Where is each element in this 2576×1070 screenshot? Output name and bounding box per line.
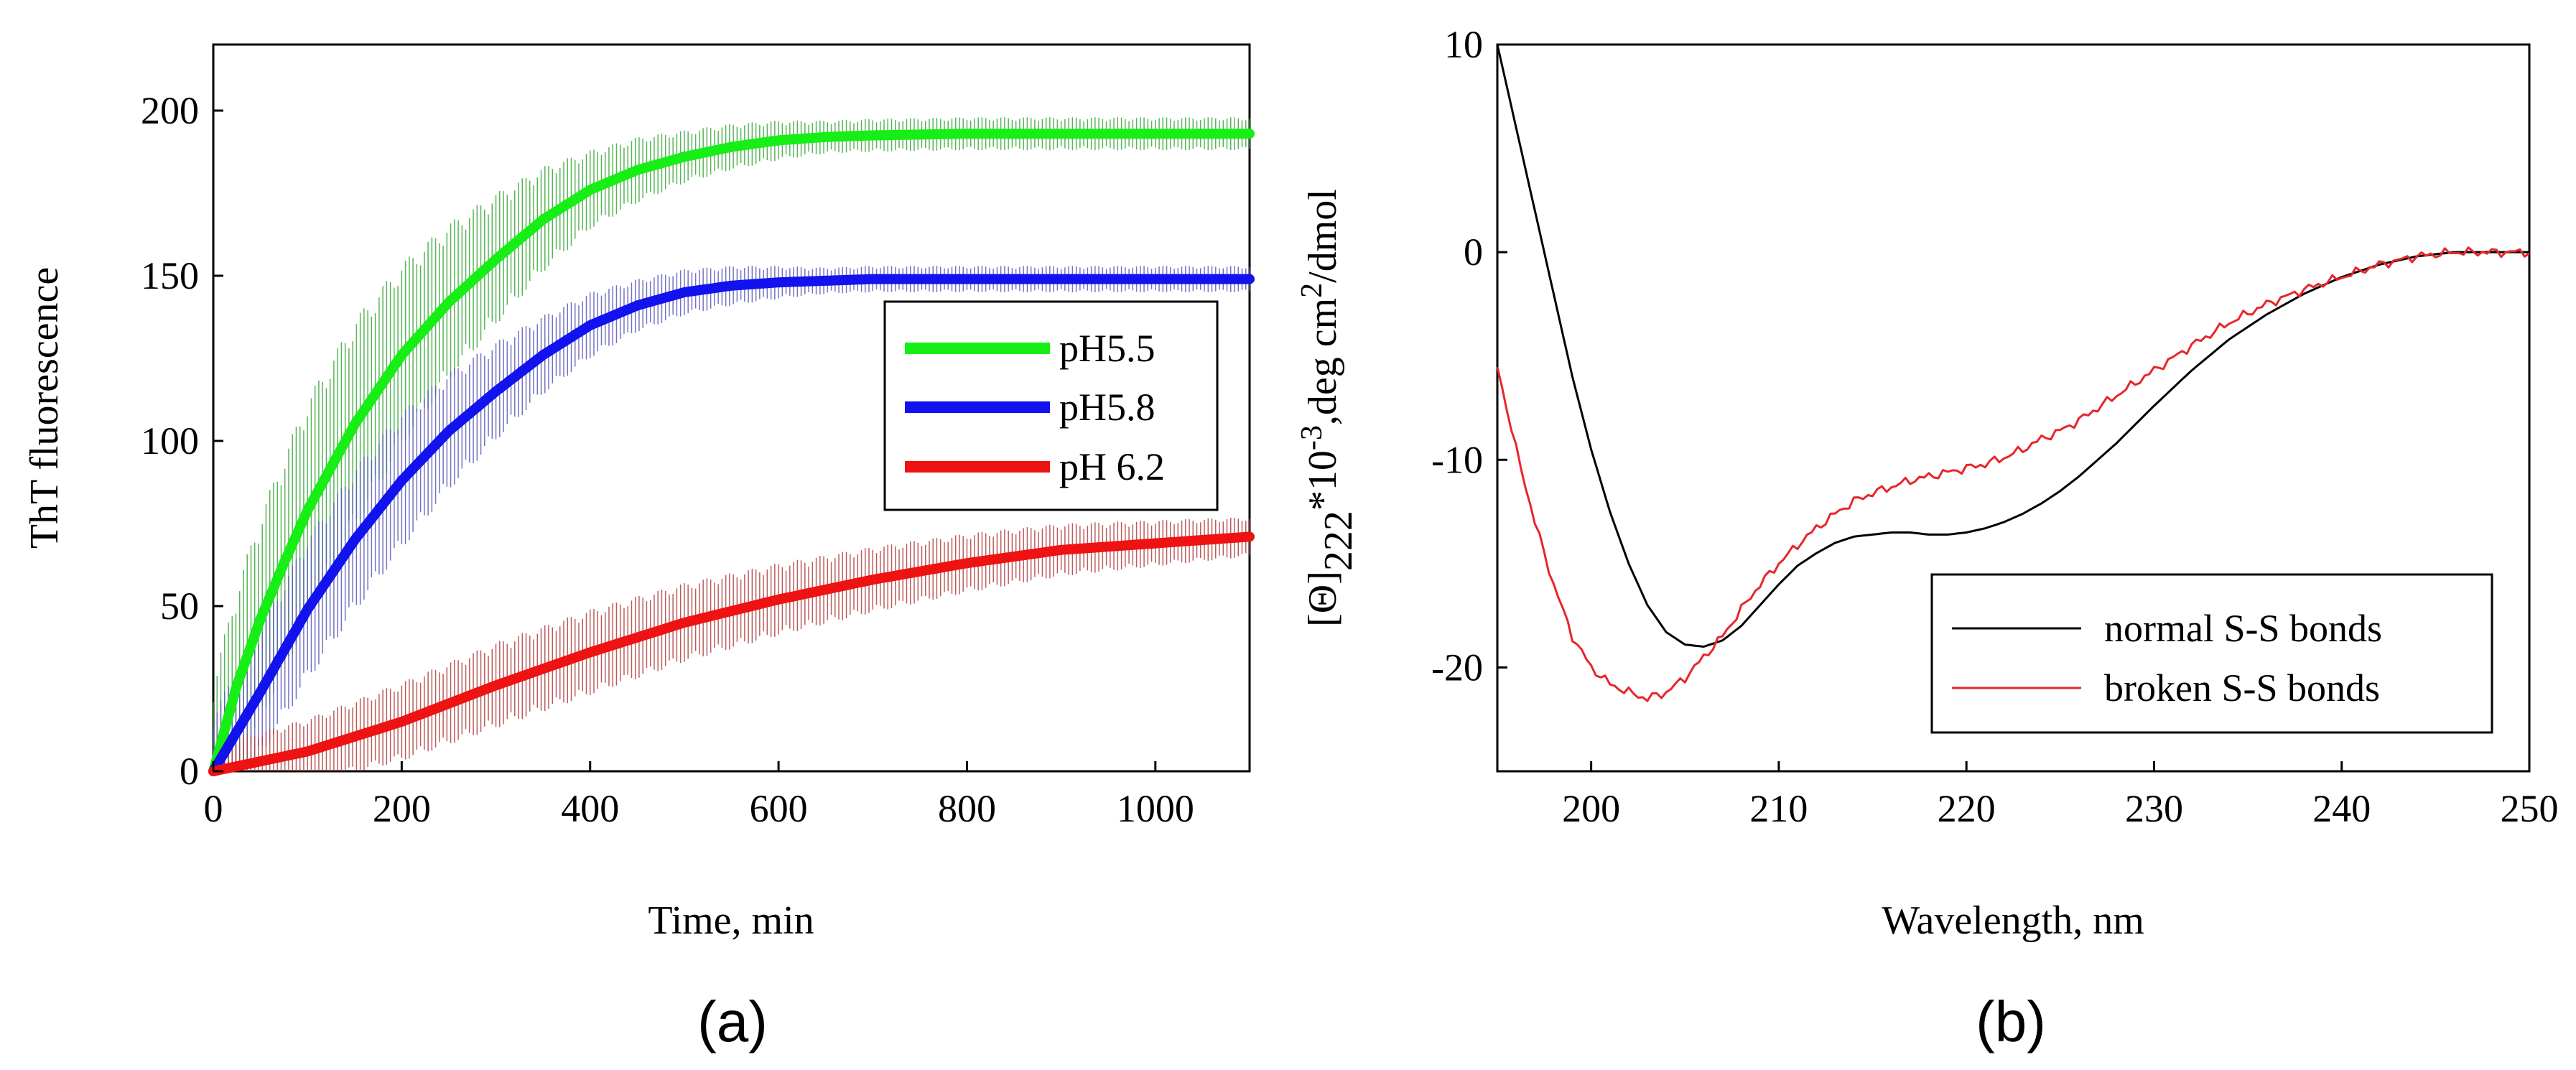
chart-a-xlabel: Time, min	[648, 898, 814, 943]
x-tick-label: 230	[2125, 787, 2183, 830]
ylabel-end: /dmol	[1301, 189, 1345, 283]
series-line-ph58	[208, 274, 1255, 776]
ylabel-theta: [Θ]	[1301, 571, 1345, 627]
ylabel-exp1: -3	[1296, 425, 1329, 450]
legend-label-ph58: pH5.8	[1059, 386, 1156, 429]
legend-label-ph62: pH 6.2	[1059, 445, 1165, 488]
chart-b-legend-box	[1930, 573, 2493, 734]
chart-a-legend: pH5.5 pH5.8 pH 6.2	[883, 300, 1219, 511]
chart-a-frame	[212, 43, 1251, 773]
x-tick-label: 250	[2501, 787, 2559, 830]
chart-b-legend: normal S-S bonds broken S-S bonds	[1930, 573, 2493, 734]
series-line-broken-s-s-bonds	[1496, 246, 2530, 702]
panel-label-b: (b)	[1976, 990, 2046, 1053]
chart-b-frame	[1496, 43, 2531, 773]
series-line-normal-s-s-bonds	[1496, 44, 2529, 648]
chart-b: 200 210 220 230 240 250 -20 -10 0 10 Wavelength,…	[1296, 23, 2559, 1053]
panel-label-a: (a)	[697, 990, 768, 1053]
y-tick-label: 0	[180, 750, 199, 793]
ylabel-mid: *10	[1301, 450, 1345, 511]
y-tick-label: 10	[1444, 23, 1483, 66]
chart-b-ylabel: [Θ]222*10-3,deg cm2/dmol	[1296, 189, 1361, 627]
x-tick-label: 0	[204, 787, 223, 830]
y-tick-label: 50	[160, 585, 199, 628]
legend-label-ph55: pH5.5	[1059, 327, 1156, 370]
x-tick-label: 1000	[1117, 787, 1194, 830]
x-tick-label: 240	[2312, 787, 2371, 830]
chart-a: 0 200 400 600 800 1000 0 50 100 150 200 Time, min…	[22, 43, 1255, 1053]
chart-a-ylabel: ThT fluorescence	[22, 267, 67, 549]
x-tick-label: 210	[1749, 787, 1808, 830]
legend-label-normal: normal S-S bonds	[2104, 607, 2382, 650]
y-tick-label: 200	[141, 89, 199, 132]
x-tick-label: 200	[373, 787, 431, 830]
ylabel-sub: 222	[1316, 511, 1361, 571]
y-tick-label: -20	[1431, 646, 1483, 689]
series-line-ph55	[208, 129, 1255, 776]
y-tick-label: 150	[141, 254, 199, 297]
x-tick-label: 200	[1562, 787, 1620, 830]
series-line-ph62	[208, 531, 1255, 776]
x-tick-label: 220	[1938, 787, 1996, 830]
x-tick-label: 600	[750, 787, 808, 830]
chart-b-xlabel: Wavelength, nm	[1882, 898, 2144, 943]
ylabel-mid2: ,deg cm	[1301, 298, 1345, 425]
y-tick-label: 100	[141, 419, 199, 462]
x-tick-label: 800	[938, 787, 996, 830]
x-tick-label: 400	[561, 787, 619, 830]
y-tick-label: 0	[1464, 231, 1483, 274]
ylabel-exp2: 2	[1296, 283, 1329, 298]
legend-label-broken: broken S-S bonds	[2104, 666, 2380, 710]
y-tick-label: -10	[1431, 438, 1483, 481]
